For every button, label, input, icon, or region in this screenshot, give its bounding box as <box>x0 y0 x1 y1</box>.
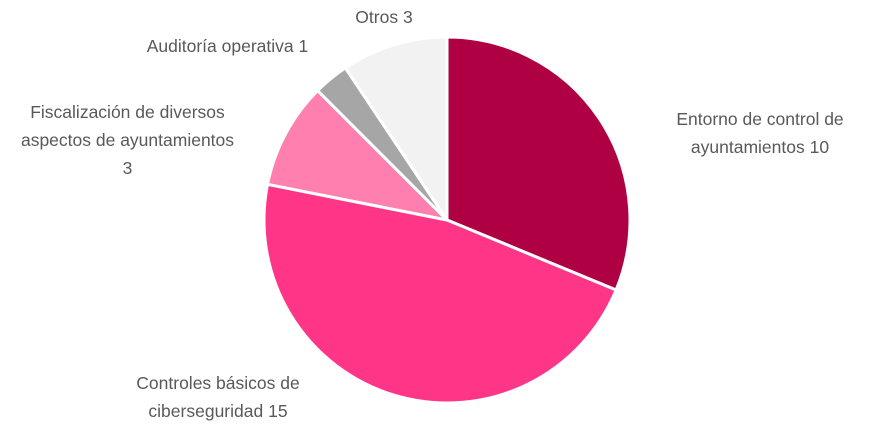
slice-label: Entorno de control de ayuntamientos 10 <box>650 105 869 161</box>
value-label: 10 <box>809 137 830 157</box>
slice-label: Controles básicos de ciberseguridad 15 <box>108 369 328 425</box>
category-label: Otros <box>355 7 399 27</box>
value-label: 3 <box>402 7 413 27</box>
value-label: 15 <box>268 401 288 421</box>
slice-label: Auditoría operativa 1 <box>130 32 325 60</box>
category-label: Controles básicos de ciberseguridad <box>136 373 300 421</box>
pie-slice <box>445 35 632 292</box>
pie-slice <box>266 89 449 222</box>
category-label: Auditoría operativa <box>146 36 294 56</box>
value-label: 1 <box>298 36 309 56</box>
pie-slice <box>343 35 449 222</box>
pie-slice <box>262 182 618 405</box>
slice-label: Fiscalización de diversos aspectos de ay… <box>20 98 235 182</box>
category-label: Fiscalización de diversos aspectos de ay… <box>20 102 235 150</box>
value-label: 3 <box>122 158 133 178</box>
category-label: Entorno de control de ayuntamientos <box>676 109 844 157</box>
slice-label: Otros 3 <box>324 3 444 31</box>
